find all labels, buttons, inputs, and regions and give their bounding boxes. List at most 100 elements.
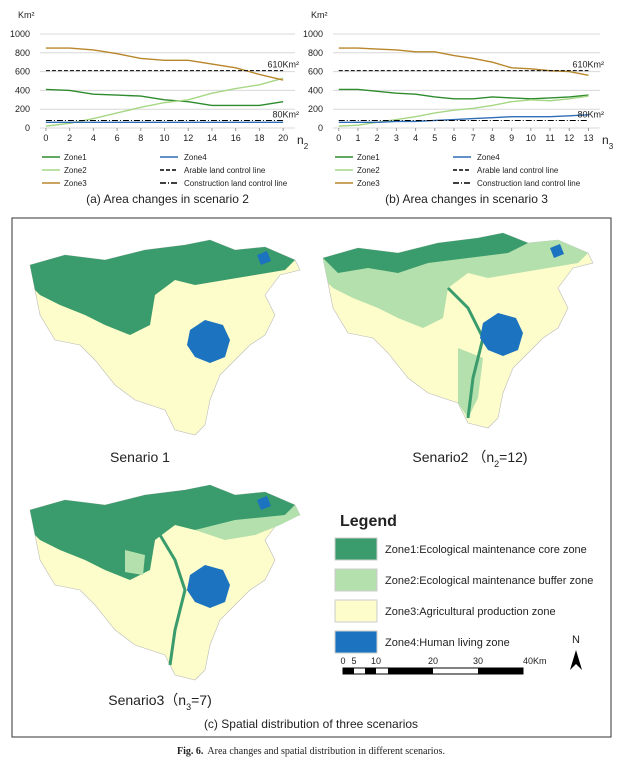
y-tick-label: 1000 (10, 29, 30, 39)
series-line (338, 88, 589, 100)
panel-frame (11, 217, 612, 738)
legend-label: Zone2:Ecological maintenance buffer zone (385, 575, 593, 587)
x-tick-label: 10 (160, 133, 170, 143)
map-legend: Zone1:Ecological maintenance core zone Zo… (334, 537, 593, 654)
legend-label: Zone3 (357, 179, 380, 188)
y-tick-label: 400 (15, 85, 30, 95)
map-label-text: =7) (191, 692, 212, 708)
map-1 (29, 239, 301, 436)
scale-label: 5 (351, 656, 356, 666)
map-label-text: Senario 1 (110, 449, 170, 465)
map-label-text: Senario3（n (108, 692, 186, 708)
y-tick-label: 600 (308, 67, 323, 77)
scale-labels: 0 5 10 20 30 40Km (340, 656, 546, 666)
annotation: 80Km² (272, 109, 299, 119)
scale-bar (342, 667, 524, 675)
x-tick-label: 16 (231, 133, 241, 143)
y-tick-label: 1000 (303, 29, 323, 39)
legend-label: Zone4:Human living zone (385, 637, 510, 649)
scale-label: 10 (371, 656, 381, 666)
x-tick-label: 8 (490, 133, 495, 143)
y-tick-label: 400 (308, 85, 323, 95)
legend-swatch (334, 537, 378, 561)
scale-label: 0 (340, 656, 345, 666)
x-tick-label: 20 (278, 133, 288, 143)
series-line (45, 88, 284, 107)
legend-label: Zone4 (184, 153, 207, 162)
series-line (45, 47, 284, 81)
x-tick-label: 10 (526, 133, 536, 143)
x-tick-label: 4 (413, 133, 418, 143)
y-tick-label: 800 (308, 48, 323, 58)
legend-label: Construction land control line (184, 179, 288, 188)
annotation: 610Km² (572, 60, 604, 70)
x-axis-label: n2 (297, 133, 309, 151)
legend-label: Zone2 (357, 166, 380, 175)
y-tick-label: 200 (308, 104, 323, 114)
x-tick-label: 14 (207, 133, 217, 143)
legend-swatch (334, 630, 378, 654)
series-line (338, 114, 589, 124)
x-tick-label: 6 (452, 133, 457, 143)
x-axis-label-sub: 2 (304, 142, 309, 151)
legend-label: Zone4 (477, 153, 500, 162)
chart-title: (a) Area changes in scenario 2 (86, 192, 249, 206)
x-axis-label-sub: 3 (609, 142, 614, 151)
x-tick-label: 18 (254, 133, 264, 143)
map-label-text: =12) (499, 449, 527, 465)
x-axis-label-text: n (297, 133, 304, 147)
y-tick-label: 200 (15, 104, 30, 114)
north-label: N (572, 634, 580, 646)
map-3 (29, 484, 301, 681)
series-line (45, 77, 284, 127)
north-arrow: N (570, 634, 582, 670)
y-axis-label: Km² (18, 10, 35, 20)
legend-label: Zone1 (357, 153, 380, 162)
scale-label: 20 (428, 656, 438, 666)
x-tick-label: 7 (471, 133, 476, 143)
panel-caption: (c) Spatial distribution of three scenar… (204, 717, 418, 731)
x-axis-label-text: n (602, 133, 609, 147)
legend-label: Arable land control line (184, 166, 266, 175)
x-tick-label: 13 (583, 133, 593, 143)
caption-text: Area changes and spatial distribution in… (207, 746, 445, 757)
x-tick-label: 1 (355, 133, 360, 143)
legend-label: Zone2 (64, 166, 87, 175)
legend-label: Construction land control line (477, 179, 581, 188)
y-tick-label: 0 (318, 123, 323, 133)
map-label-text: Senario2 （n (412, 449, 494, 465)
x-axis-label: n3 (602, 133, 614, 151)
legend-label: Zone1:Ecological maintenance core zone (385, 544, 587, 556)
x-tick-label: 11 (545, 133, 554, 143)
map-label: Senario 1 (110, 449, 170, 465)
map-label: Senario2 （n2=12) (412, 449, 527, 469)
series-line (338, 95, 589, 127)
scale-label: 40Km (523, 656, 547, 666)
scale-label: 30 (473, 656, 483, 666)
legend-title: Legend (340, 513, 397, 530)
series-line (338, 47, 589, 77)
chart-title: (b) Area changes in scenario 3 (385, 192, 548, 206)
y-tick-label: 800 (15, 48, 30, 58)
legend-label: Zone3 (64, 179, 87, 188)
legend-label: Zone1 (64, 153, 87, 162)
x-tick-label: 12 (564, 133, 574, 143)
legend-swatch (334, 568, 378, 592)
x-tick-label: 0 (336, 133, 341, 143)
map-label-sub: 2 (494, 459, 499, 469)
x-tick-label: 5 (432, 133, 437, 143)
map-2 (322, 232, 594, 429)
x-tick-label: 2 (67, 133, 72, 143)
legend-swatch (334, 599, 378, 623)
x-tick-label: 2 (375, 133, 380, 143)
y-tick-label: 0 (25, 123, 30, 133)
x-tick-label: 0 (43, 133, 48, 143)
y-tick-label: 600 (15, 67, 30, 77)
y-axis-label: Km² (311, 10, 328, 20)
x-tick-label: 8 (138, 133, 143, 143)
annotation: 80Km² (577, 109, 604, 119)
map-label: Senario3（n3=7) (108, 692, 211, 712)
